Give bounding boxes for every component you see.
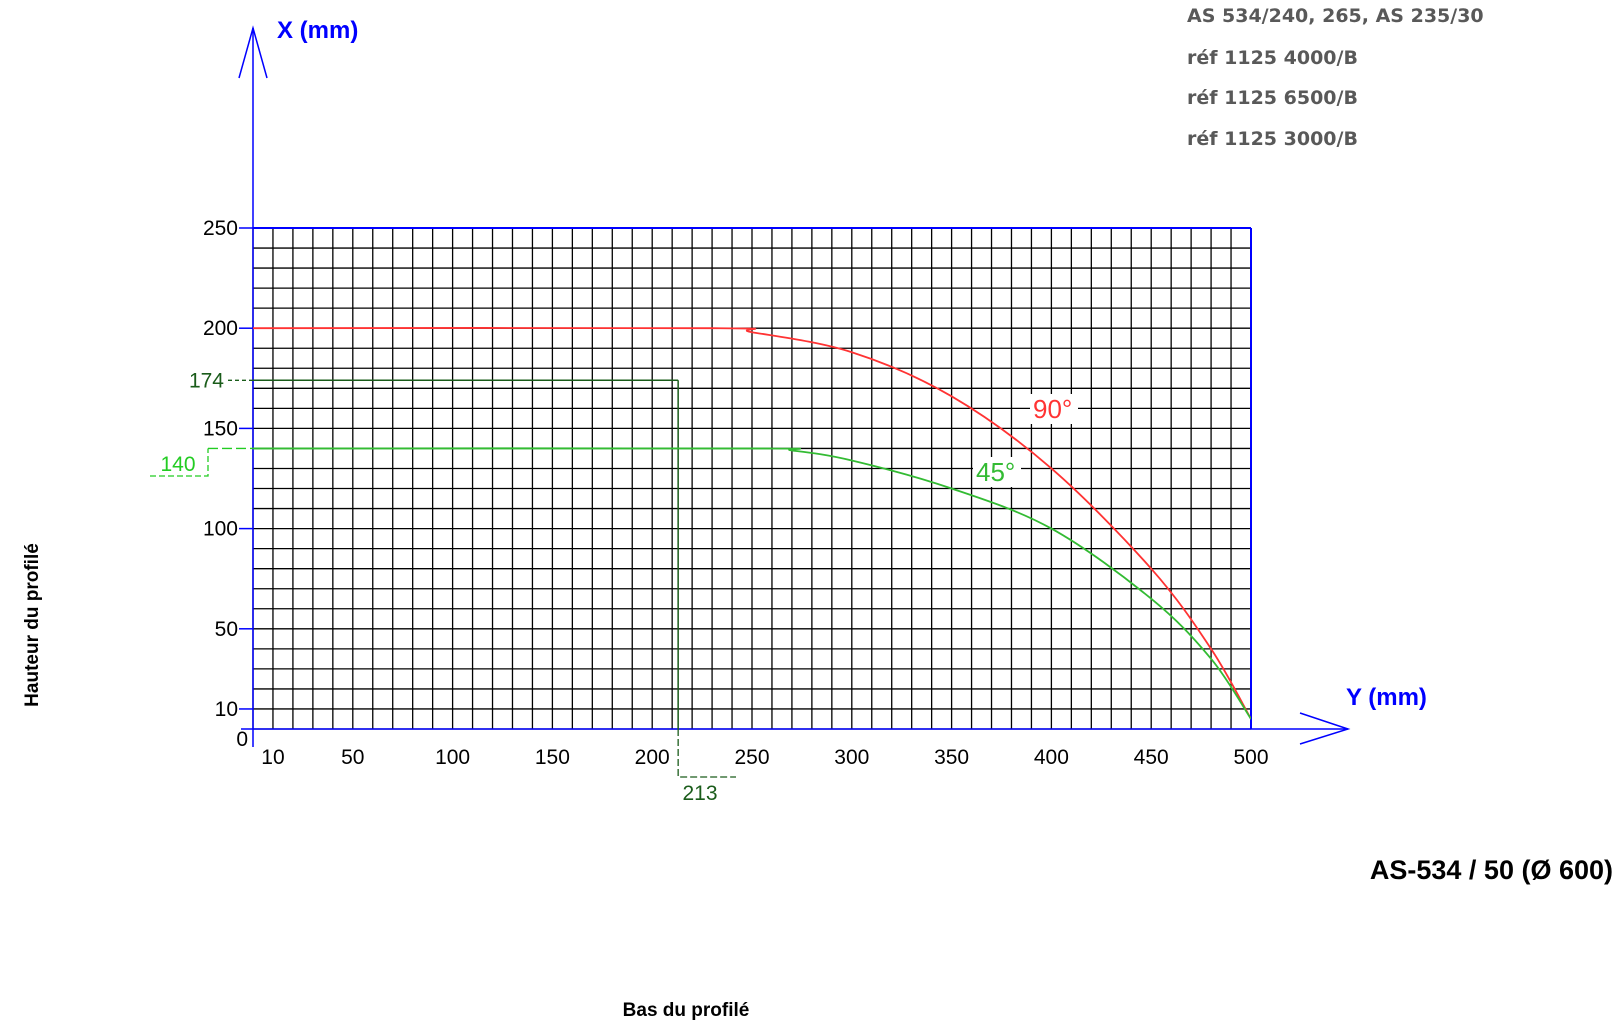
x-tick-label: 500 bbox=[1233, 746, 1268, 769]
x-axis-arrow bbox=[1299, 712, 1351, 745]
annotation-213-bracket bbox=[677, 729, 736, 778]
reference-line-4: réf 1125 3000/B bbox=[1187, 128, 1358, 150]
reference-line-2: réf 1125 4000/B bbox=[1187, 47, 1358, 69]
y-axis-arrow bbox=[238, 25, 268, 79]
side-label-height: Hauteur du profilé bbox=[22, 543, 43, 707]
annotation-140-label: 140 bbox=[160, 453, 195, 476]
y-axis-title: X (mm) bbox=[277, 17, 358, 44]
series-label-bg bbox=[1030, 394, 1078, 424]
x-tick-label: 200 bbox=[635, 746, 670, 769]
chart-axes bbox=[238, 25, 1351, 747]
chart-grid bbox=[252, 227, 1252, 730]
y-tick-label: 150 bbox=[203, 417, 238, 440]
model-title: AS-534 / 50 (Ø 600) bbox=[1370, 855, 1613, 885]
x-tick-label: 350 bbox=[934, 746, 969, 769]
series-label-bg bbox=[973, 457, 1021, 487]
series-line-90 bbox=[253, 327, 1251, 720]
x-tick-label: 100 bbox=[435, 746, 470, 769]
reference-line-1: AS 534/240, 265, AS 235/30 bbox=[1187, 5, 1484, 27]
y-tick-label: 0 bbox=[236, 728, 248, 751]
annotation-140-bracket bbox=[150, 448, 209, 477]
x-tick-label: 300 bbox=[834, 746, 869, 769]
x-tick-label: 400 bbox=[1034, 746, 1069, 769]
data-series bbox=[253, 327, 1251, 720]
x-tick-label: 10 bbox=[261, 746, 284, 769]
series-label-45: 45° bbox=[976, 457, 1015, 487]
y-tick-label: 250 bbox=[203, 217, 238, 240]
side-label-bottom: Bas du profilé bbox=[623, 1000, 750, 1021]
y-tick-labels: 0 10 50 100 150 200 250 bbox=[203, 217, 253, 751]
x-tick-label: 150 bbox=[535, 746, 570, 769]
series-label-90: 90° bbox=[1033, 394, 1072, 424]
x-tick-label: 450 bbox=[1134, 746, 1169, 769]
y-tick-label: 10 bbox=[215, 698, 238, 721]
x-tick-label: 250 bbox=[734, 746, 769, 769]
y-tick-label: 200 bbox=[203, 317, 238, 340]
series-line-45 bbox=[253, 447, 1251, 720]
reference-line-3: réf 1125 6500/B bbox=[1187, 87, 1358, 109]
annotation-213-label: 213 bbox=[682, 782, 717, 805]
x-axis-title: Y (mm) bbox=[1346, 684, 1427, 711]
y-tick-label: 100 bbox=[203, 518, 238, 541]
x-tick-labels: 10 50 100 150 200 250 300 350 400 450 500 bbox=[261, 746, 1268, 769]
series-labels: 90° 45° bbox=[973, 394, 1078, 487]
annotation-174-label: 174 bbox=[189, 369, 224, 392]
y-tick-label: 50 bbox=[215, 618, 238, 641]
x-tick-label: 50 bbox=[341, 746, 364, 769]
